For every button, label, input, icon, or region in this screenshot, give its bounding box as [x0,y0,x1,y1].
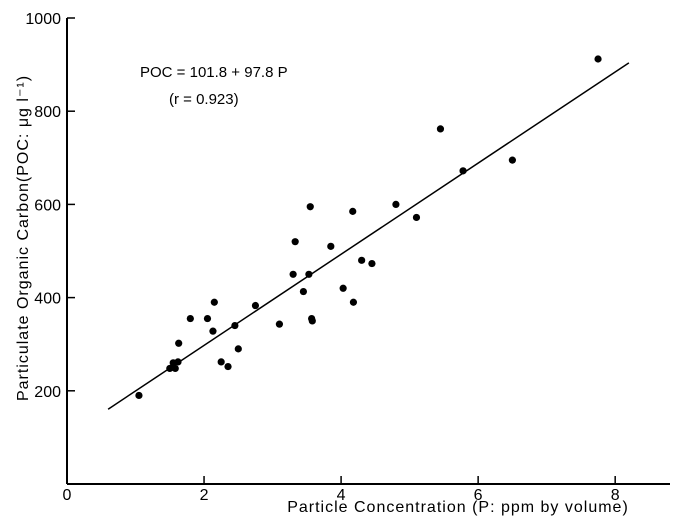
data-point [210,298,218,306]
data-point [459,167,467,175]
data-point [508,156,516,164]
y-tick-label: 1000 [25,11,61,28]
regression-line [107,62,630,410]
data-point [289,270,297,278]
data-point [174,358,182,366]
data-point [436,125,445,133]
x-tick-label: 0 [63,487,72,504]
x-axis-label: Particle Concentration (P: ppm by volume… [287,499,629,516]
data-point [339,284,347,292]
data-point [166,364,174,373]
x-tick-label: 8 [611,487,620,504]
axis-tick-labels: 0 2 4 6 8 200 400 600 800 1000 [25,11,619,504]
data-point [186,314,194,323]
data-point [358,256,366,264]
x-tick-label: 2 [200,487,209,504]
data-point [171,364,179,373]
data-point [135,391,143,400]
x-tick-label: 6 [474,487,483,504]
plot-axes [66,18,670,485]
y-tick-label: 800 [34,104,61,121]
data-points [135,55,602,400]
data-point [349,207,357,215]
y-axis-label: Particulate Organic Carbon(POC: μg l⁻¹) [15,75,32,401]
regression-equation: POC = 101.8 + 97.8 P [140,64,288,81]
data-point [349,298,358,306]
y-tick-label: 600 [34,197,61,214]
axis-ticks [67,17,616,484]
data-point [299,287,308,296]
data-point [203,314,212,323]
data-point [217,358,225,366]
y-tick-label: 200 [34,384,61,401]
data-point [275,320,284,328]
data-point [209,327,217,335]
data-point [392,200,400,208]
x-tick-label: 4 [337,487,346,504]
data-point [368,259,376,268]
data-point [306,203,314,211]
data-point [175,339,183,347]
data-point [412,213,421,222]
data-point [231,321,239,330]
data-point [234,345,242,353]
data-point [594,55,602,63]
data-point [308,317,316,325]
correlation-coefficient: (r = 0.923) [169,91,239,108]
data-point [251,301,260,310]
data-point [224,362,232,371]
data-point [291,238,299,246]
data-point [305,270,313,278]
data-point [327,242,335,250]
y-tick-label: 400 [34,291,61,308]
